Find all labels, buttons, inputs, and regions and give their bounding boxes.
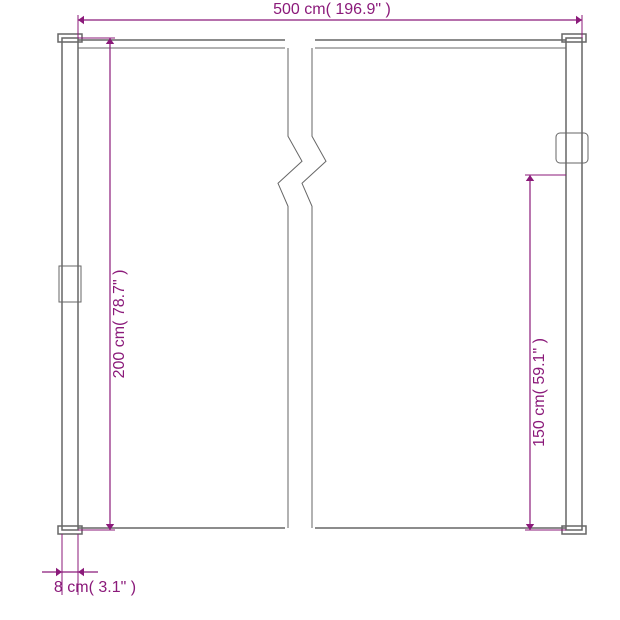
left-post	[62, 38, 78, 530]
right-post	[566, 38, 582, 530]
dim-label: 200 cm( 78.7" )	[111, 270, 128, 379]
dim-label: 500 cm( 196.9" )	[273, 1, 391, 18]
dim-label: 150 cm( 59.1" )	[531, 338, 548, 447]
dimension-diagram: 500 cm( 196.9" ) 200 cm( 78.7" ) 150 cm( 5…	[0, 0, 620, 620]
dim-label: 8 cm( 3.1" )	[54, 579, 136, 596]
